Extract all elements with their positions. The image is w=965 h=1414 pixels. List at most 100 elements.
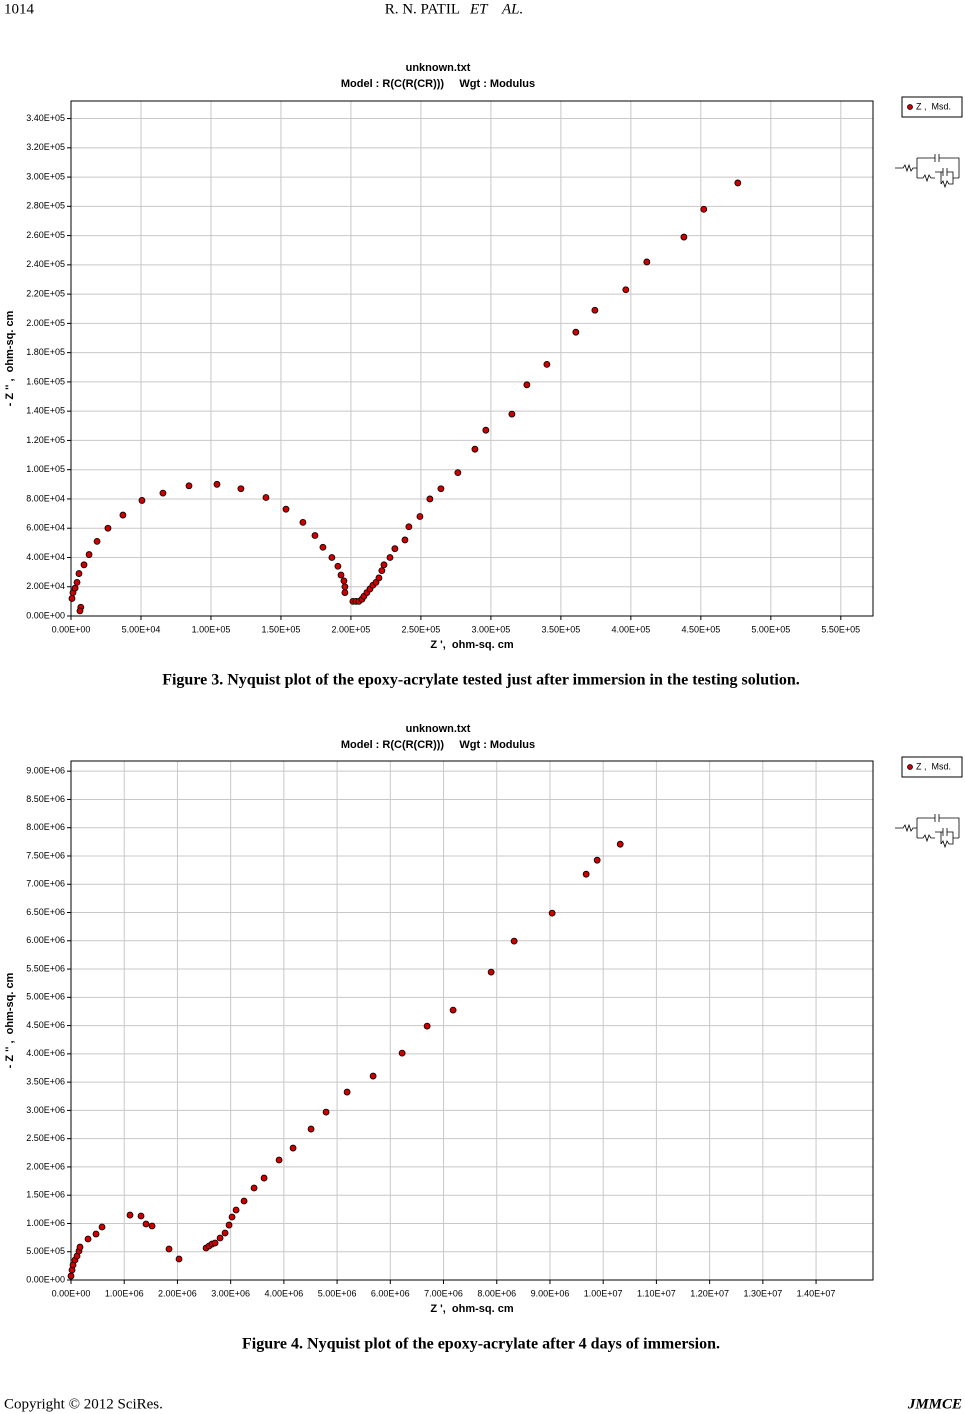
y-tick-label: 2.20E+05 (26, 289, 65, 299)
data-point (142, 1220, 150, 1228)
data-point (119, 511, 127, 519)
data-point (98, 1223, 106, 1231)
y-tick-label: 7.50E+06 (26, 850, 65, 860)
plot-frame (70, 100, 874, 617)
data-point (341, 589, 349, 596)
x-tick-label: 2.50E+05 (402, 624, 441, 634)
data-point (250, 1184, 258, 1192)
data-point (76, 1243, 84, 1251)
data-point (67, 1272, 75, 1280)
data-point (437, 485, 445, 493)
data-point (369, 1072, 377, 1080)
data-point (319, 543, 327, 551)
y-tick-label: 1.00E+05 (26, 464, 65, 474)
data-point (311, 532, 319, 539)
y-tick-label: 5.50E+06 (26, 963, 65, 973)
x-axis-label: Z ', ohm-sq. cm (430, 1303, 514, 1315)
data-point (593, 856, 601, 864)
y-tick-label: 6.50E+06 (26, 907, 65, 917)
data-point (307, 1125, 315, 1133)
y-tick-label: 5.00E+06 (26, 992, 65, 1002)
data-point (622, 286, 630, 294)
y-tick-label: 1.40E+05 (26, 406, 65, 416)
y-tick-label: 2.00E+06 (26, 1161, 65, 1171)
x-tick-label: 5.00E+04 (122, 624, 161, 634)
data-point (643, 258, 651, 266)
data-point (378, 567, 386, 575)
data-point (508, 410, 516, 418)
y-tick-label: 0.00E+00 (26, 610, 65, 620)
y-tick-label: 6.00E+04 (26, 523, 65, 533)
y-tick-label: 7.00E+06 (26, 879, 65, 889)
data-point (680, 233, 688, 241)
x-tick-label: 0.00E+00 (52, 624, 91, 634)
x-tick-label: 1.50E+05 (262, 624, 301, 634)
x-tick-label: 3.50E+05 (541, 624, 580, 634)
legend-marker (907, 764, 913, 770)
caption: Figure 4. Nyquist plot of the epoxy-acry… (242, 1336, 720, 1353)
chart: unknown.txt Model : R(C(R(CR))) Wgt : Mod… (4, 62, 963, 651)
x-tick-label: 7.00E+06 (424, 1288, 463, 1298)
data-point (175, 1255, 183, 1263)
data-point (126, 1211, 134, 1219)
y-tick-label: 1.00E+06 (26, 1218, 65, 1228)
data-point (391, 545, 399, 553)
data-point (375, 574, 383, 582)
x-tick-label: 4.00E+06 (264, 1288, 303, 1298)
data-point (401, 536, 409, 544)
data-point (213, 480, 221, 488)
y-tick-label: 3.50E+06 (26, 1076, 65, 1086)
y-tick-label: 3.40E+05 (26, 113, 65, 123)
y-tick-label: 1.20E+05 (26, 435, 65, 445)
journal: JMMCE (907, 1396, 962, 1412)
y-tick-label: 2.50E+06 (26, 1133, 65, 1143)
data-point (85, 551, 93, 558)
data-point (334, 562, 342, 570)
data-point (416, 513, 424, 520)
x-tick-label: 2.00E+06 (158, 1288, 197, 1298)
y-tick-label: 9.00E+06 (26, 766, 65, 776)
x-tick-label: 9.00E+06 (531, 1288, 570, 1298)
data-point (76, 607, 84, 615)
y-tick-label: 3.20E+05 (26, 142, 65, 152)
chart: unknown.txt Model : R(C(R(CR))) Wgt : Mod… (4, 723, 963, 1315)
data-point (449, 1006, 457, 1014)
data-point (148, 1222, 156, 1230)
x-axis-label: Z ', ohm-sq. cm (430, 639, 514, 651)
data-point (386, 554, 394, 561)
x-tick-label: 5.50E+05 (821, 624, 860, 634)
data-point (380, 561, 388, 569)
x-tick-label: 4.00E+05 (611, 624, 650, 634)
y-tick-label: 5.00E+05 (26, 1246, 65, 1256)
data-point (700, 205, 708, 213)
data-point (73, 578, 81, 586)
x-tick-label: 8.00E+06 (477, 1288, 516, 1298)
y-tick-label: 4.50E+06 (26, 1020, 65, 1030)
x-tick-label: 1.30E+07 (743, 1288, 782, 1298)
legend-label: Z , Msd. (916, 761, 951, 771)
data-point (237, 485, 245, 493)
x-tick-label: 2.00E+05 (332, 624, 371, 634)
data-point (487, 968, 495, 976)
data-point (616, 840, 624, 848)
circuit-icon (895, 814, 960, 849)
data-point (398, 1049, 406, 1057)
legend-marker (907, 104, 913, 110)
data-point (510, 937, 518, 945)
data-point (289, 1144, 297, 1152)
data-point (159, 489, 167, 497)
legend-box (901, 756, 963, 778)
data-point (228, 1213, 236, 1221)
x-tick-label: 1.00E+05 (192, 624, 231, 634)
x-tick-label: 3.00E+06 (211, 1288, 250, 1298)
chart-title: unknown.txt (406, 62, 471, 74)
y-tick-label: 1.80E+05 (26, 347, 65, 357)
data-point (454, 469, 462, 477)
y-tick-label: 2.80E+05 (26, 201, 65, 211)
data-point (343, 1088, 351, 1096)
data-point (80, 561, 88, 569)
x-tick-label: 1.00E+06 (105, 1288, 144, 1298)
data-point (543, 360, 551, 368)
data-point (93, 537, 101, 545)
